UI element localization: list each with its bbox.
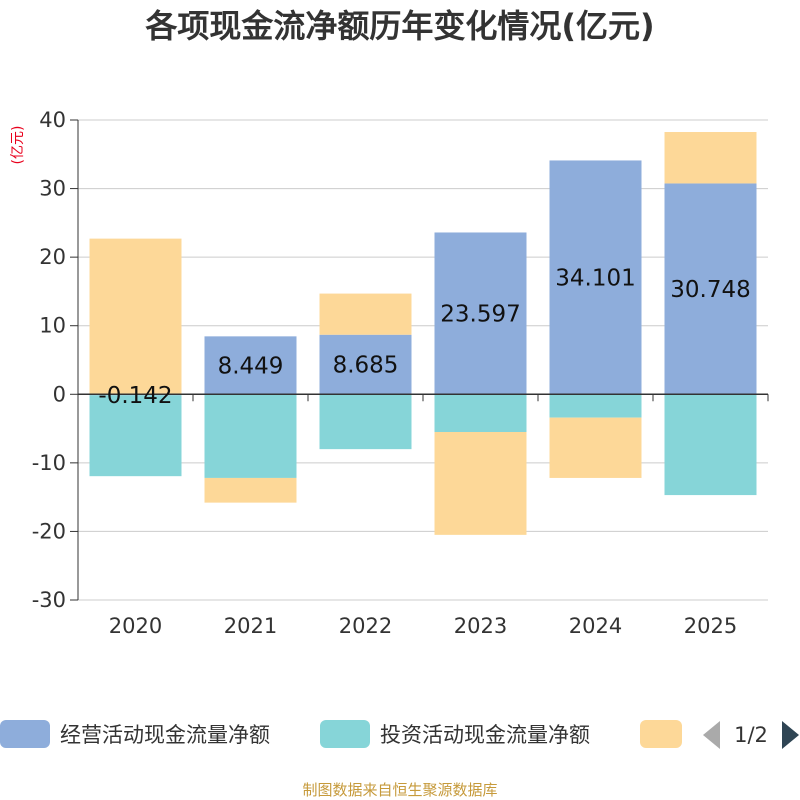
data-labels: -0.142 8.449 8.685 23.597 34.101 30.748 bbox=[98, 265, 750, 408]
data-source-note: 制图数据来自恒生聚源数据库 bbox=[302, 781, 497, 799]
y-axis-unit-label: (亿元) bbox=[10, 126, 26, 165]
legend-next-page-icon[interactable] bbox=[782, 721, 799, 749]
data-label-2021: 8.449 bbox=[218, 353, 284, 379]
legend-swatch-operating[interactable] bbox=[0, 720, 50, 748]
x-tick-label: 2023 bbox=[454, 614, 507, 638]
bar-2021-series-1[interactable] bbox=[204, 336, 297, 395]
bar-2021-series-3[interactable] bbox=[204, 477, 297, 503]
legend-label-operating[interactable]: 经营活动现金流量净额 bbox=[60, 723, 270, 747]
bar-2022-series-1[interactable] bbox=[319, 334, 412, 395]
bar-2024-series-2[interactable] bbox=[549, 394, 642, 418]
bar-2025-series-3[interactable] bbox=[664, 132, 757, 184]
data-label-2025: 30.748 bbox=[670, 277, 750, 303]
bar-2025-series-2[interactable] bbox=[664, 394, 757, 496]
y-tick-label: 10 bbox=[39, 314, 66, 338]
bar-2022-series-3[interactable] bbox=[319, 293, 412, 335]
bar-series bbox=[89, 132, 757, 535]
bar-2021-series-2[interactable] bbox=[204, 394, 297, 478]
y-tick-label: -30 bbox=[32, 588, 66, 612]
bar-2024-series-3[interactable] bbox=[549, 417, 642, 478]
bar-2023-series-1[interactable] bbox=[434, 232, 527, 395]
x-tick-label: 2025 bbox=[684, 614, 737, 638]
bar-2022-series-2[interactable] bbox=[319, 394, 412, 450]
data-label-2023: 23.597 bbox=[440, 301, 520, 327]
legend: 经营活动现金流量净额 投资活动现金流量净额 1/2 bbox=[0, 720, 799, 749]
x-tick-label: 2021 bbox=[224, 614, 277, 638]
legend-swatch-investing[interactable] bbox=[320, 720, 370, 748]
y-tick-label: -10 bbox=[32, 451, 66, 475]
axes: 40 30 20 10 0 -10 -20 -30 2020 2021 2022 2023 2024 20… bbox=[32, 108, 769, 638]
x-tick-label: 2020 bbox=[109, 614, 162, 638]
data-label-2024: 34.101 bbox=[555, 265, 635, 291]
bar-2023-series-2[interactable] bbox=[434, 394, 527, 432]
y-tick-label: 40 bbox=[39, 108, 66, 132]
bar-2024-series-1[interactable] bbox=[549, 160, 642, 395]
bar-2020-series-2[interactable] bbox=[89, 395, 182, 477]
legend-label-investing[interactable]: 投资活动现金流量净额 bbox=[380, 723, 590, 747]
x-tick-label: 2024 bbox=[569, 614, 622, 638]
y-tick-label: 20 bbox=[39, 245, 66, 269]
y-tick-label: 30 bbox=[39, 177, 66, 201]
grid-lines bbox=[78, 119, 768, 601]
bar-2023-series-3[interactable] bbox=[434, 432, 527, 535]
legend-swatch-financing[interactable] bbox=[640, 720, 682, 748]
data-label-2020: -0.142 bbox=[98, 383, 172, 409]
bar-2020-series-3[interactable] bbox=[89, 238, 182, 395]
chart-title: 各项现金流净额历年变化情况(亿元) bbox=[145, 7, 654, 45]
data-label-2022: 8.685 bbox=[333, 353, 399, 379]
legend-page-indicator: 1/2 bbox=[734, 723, 768, 747]
bar-2025-series-1[interactable] bbox=[664, 183, 757, 395]
x-tick-label: 2022 bbox=[339, 614, 392, 638]
y-tick-label: 0 bbox=[53, 382, 66, 406]
legend-prev-page-icon[interactable] bbox=[703, 721, 720, 749]
y-tick-label: -20 bbox=[32, 519, 66, 543]
